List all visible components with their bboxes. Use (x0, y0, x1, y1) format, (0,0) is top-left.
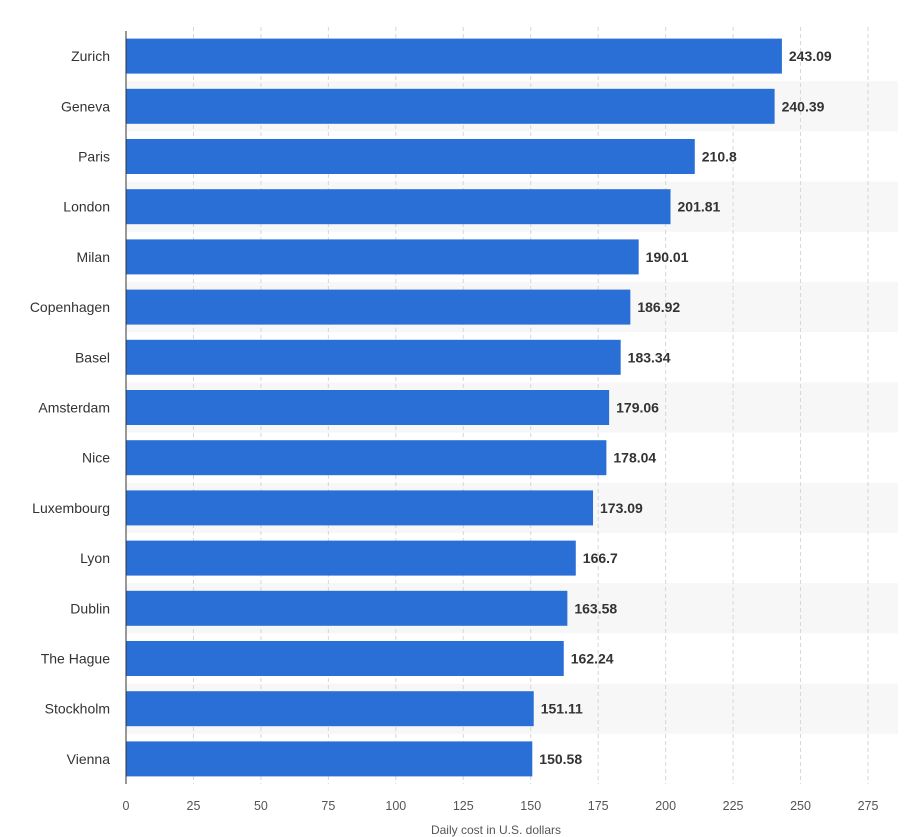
bar[interactable] (126, 390, 610, 425)
x-tick-label: 200 (655, 799, 676, 813)
x-tick-label: 275 (858, 799, 879, 813)
bar[interactable] (126, 741, 533, 777)
x-tick-label: 150 (520, 799, 541, 813)
bar[interactable] (126, 139, 695, 174)
value-label: 210.8 (702, 149, 737, 165)
bar[interactable] (126, 691, 534, 727)
x-tick-label: 50 (254, 799, 268, 813)
category-label: Vienna (67, 751, 111, 767)
category-label: Zurich (71, 48, 110, 64)
bar[interactable] (126, 590, 568, 626)
value-label: 166.7 (583, 550, 618, 566)
bar[interactable] (126, 440, 607, 476)
value-label: 178.04 (613, 450, 656, 466)
value-label: 151.11 (541, 701, 583, 717)
value-label: 162.24 (571, 651, 614, 667)
x-tick-label: 175 (588, 799, 609, 813)
x-tick-label: 75 (321, 799, 335, 813)
category-label: Lyon (80, 550, 110, 566)
x-tick-label: 25 (187, 799, 201, 813)
bar[interactable] (126, 38, 782, 74)
bar[interactable] (126, 490, 594, 526)
value-label: 201.81 (678, 199, 721, 215)
category-label: Dublin (70, 600, 110, 616)
x-tick-labels: 0 25 50 75 100 125 150 175 200 225 250 275 (123, 799, 879, 813)
category-label: Luxembourg (32, 500, 110, 516)
category-label: Geneva (61, 98, 110, 114)
bar[interactable] (126, 88, 775, 124)
category-label: Copenhagen (30, 299, 110, 315)
x-tick-label: 100 (385, 799, 406, 813)
bar[interactable] (126, 239, 639, 275)
category-label: Stockholm (45, 701, 110, 717)
value-label: 183.34 (628, 349, 671, 365)
category-label: Nice (82, 450, 110, 466)
value-label: 163.58 (574, 600, 617, 616)
x-tick-label: 250 (790, 799, 811, 813)
bar[interactable] (126, 339, 621, 375)
bar[interactable] (126, 540, 576, 576)
value-label: 240.39 (782, 98, 825, 114)
x-tick-label: 0 (123, 799, 130, 813)
x-tick-label: 125 (453, 799, 474, 813)
value-label: 186.92 (637, 299, 680, 315)
bar[interactable] (126, 189, 671, 225)
bars (126, 38, 782, 777)
category-label: Milan (77, 249, 110, 265)
value-labels: 243.09 240.39 210.8 201.81 190.01 186.92 183.3… (539, 48, 832, 767)
value-label: 179.06 (616, 400, 659, 416)
bar[interactable] (126, 641, 564, 676)
x-tick-label: 225 (723, 799, 744, 813)
category-label: Amsterdam (38, 400, 110, 416)
category-label: The Hague (41, 651, 110, 667)
value-label: 173.09 (600, 500, 643, 516)
value-label: 150.58 (539, 751, 582, 767)
category-label: Paris (78, 149, 110, 165)
value-label: 243.09 (789, 48, 832, 64)
category-label: Basel (75, 349, 110, 365)
value-label: 190.01 (646, 249, 689, 265)
bar[interactable] (126, 289, 631, 325)
x-axis-title: Daily cost in U.S. dollars (431, 823, 561, 837)
category-labels: Zurich Geneva Paris London Milan Copenhagen Ba… (30, 48, 110, 767)
category-label: London (63, 199, 110, 215)
